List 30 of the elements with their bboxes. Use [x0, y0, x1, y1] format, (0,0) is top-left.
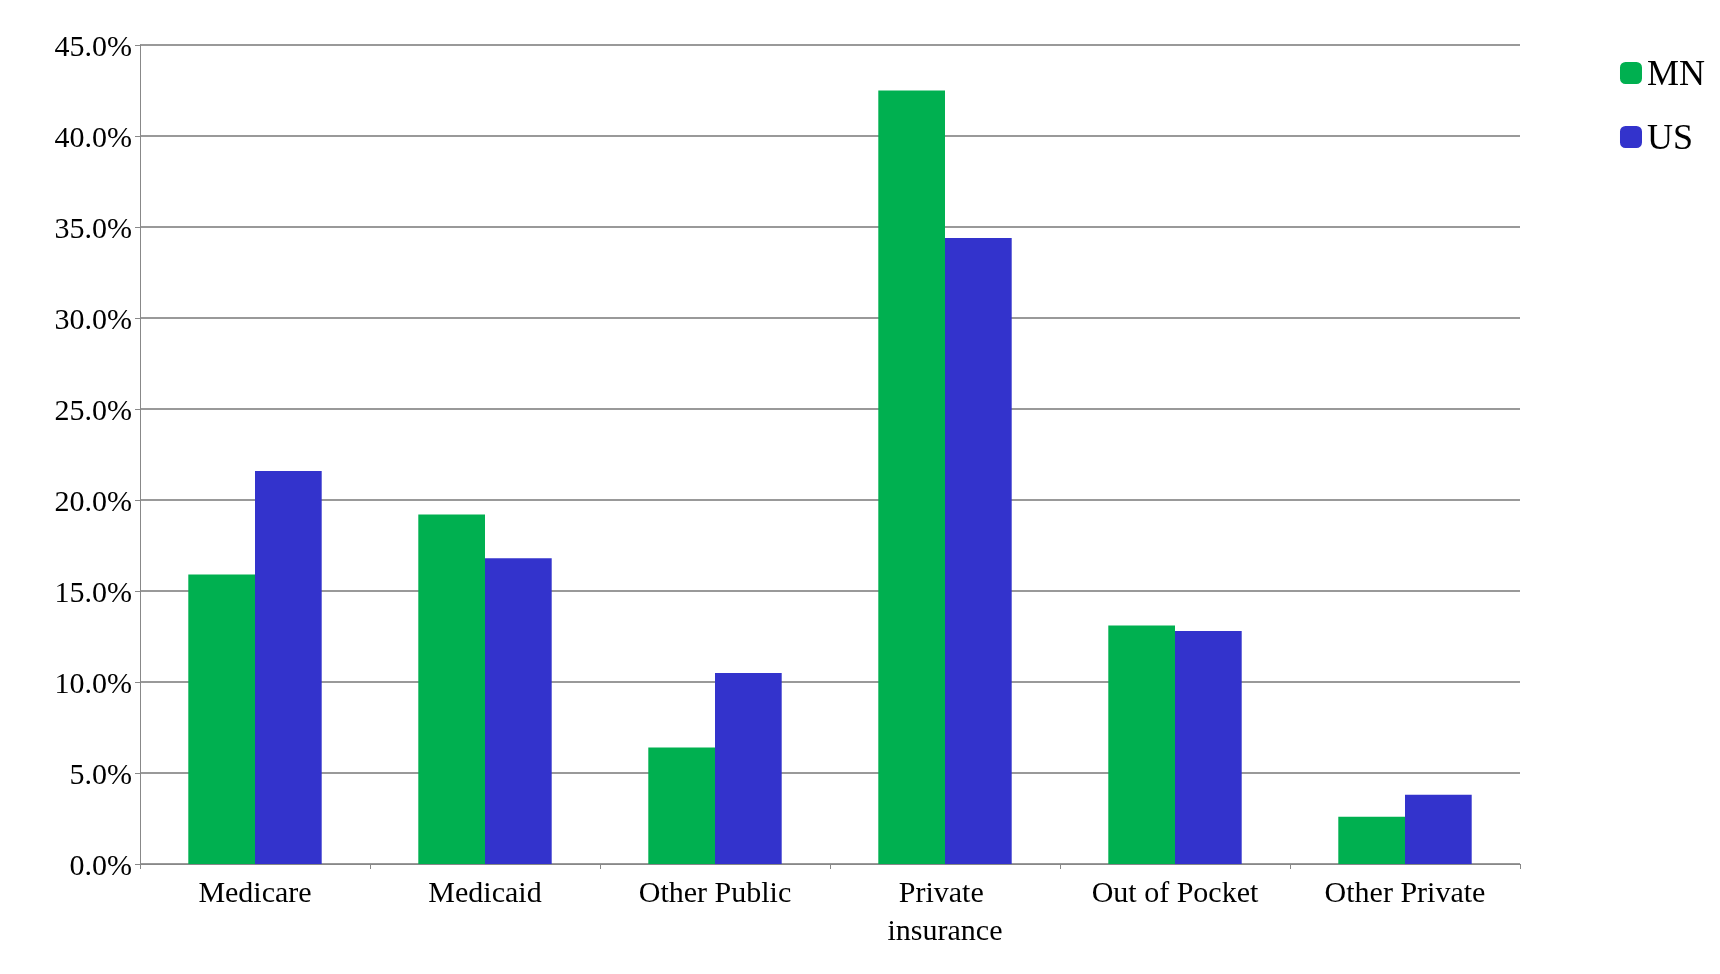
- x-tick-label: Private insurance: [887, 874, 1003, 946]
- bar: [715, 672, 782, 864]
- x-tick-label: Other Private: [1324, 874, 1486, 908]
- y-tick-label: 0.0%: [69, 847, 132, 881]
- y-tick-label: 30.0%: [54, 301, 132, 335]
- legend-label: MN: [1646, 53, 1706, 93]
- y-tick-label: 10.0%: [54, 665, 132, 699]
- y-tick-label: 45.0%: [54, 28, 132, 62]
- y-tick-label: 5.0%: [69, 756, 132, 790]
- y-tick-label: 40.0%: [54, 119, 132, 153]
- bar: [1175, 631, 1242, 864]
- y-tick-label: 20.0%: [54, 483, 132, 517]
- y-tick-label: 35.0%: [54, 210, 132, 244]
- bar: [1108, 625, 1175, 864]
- x-tick-label: Out of Pocket: [1091, 874, 1259, 908]
- bar: [418, 514, 485, 864]
- bar: [188, 574, 255, 864]
- bar: [485, 558, 552, 864]
- bar: [255, 470, 322, 864]
- y-tick-label: 25.0%: [54, 392, 132, 426]
- x-tick-label: Medicare: [198, 874, 312, 908]
- legend-label: US: [1646, 117, 1694, 157]
- bar: [878, 90, 945, 864]
- x-tick-label: Medicaid: [428, 874, 542, 908]
- x-tick-label: Other Public: [638, 874, 792, 908]
- bar: [1405, 794, 1472, 864]
- y-tick-label: 15.0%: [54, 574, 132, 608]
- bar: [945, 237, 1012, 864]
- bar: [1338, 816, 1405, 864]
- bar: [648, 747, 715, 864]
